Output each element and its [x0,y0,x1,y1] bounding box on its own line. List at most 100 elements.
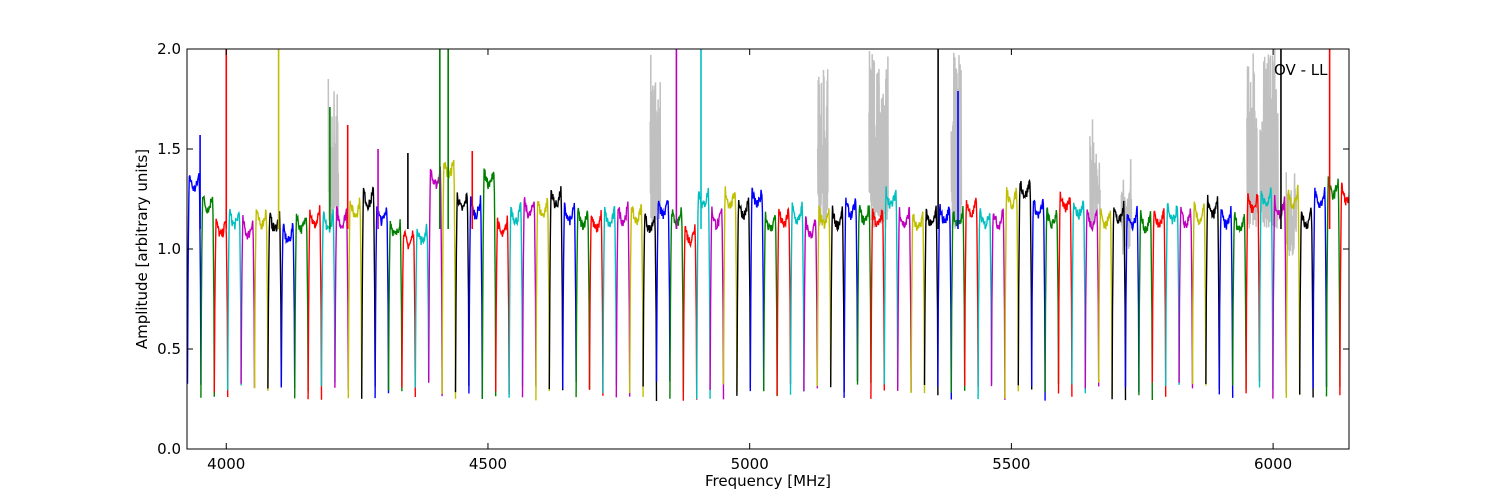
series-line-channel-45 [789,201,805,395]
series-line-channel-51 [870,208,885,399]
raw-burst-2 [816,69,829,229]
series-line-channel-83 [1299,207,1314,398]
series-line-channel-27 [548,186,564,391]
series-line-channel-3 [227,208,242,391]
series-line-channel-34 [642,213,658,402]
series-line-channel-65 [1057,191,1073,397]
series-line-channel-26 [535,197,550,401]
raw-burst-8 [1246,53,1258,229]
series-line-channel-43 [763,211,778,397]
series-line-channel-25 [521,197,537,398]
series-line-channel-13 [361,186,376,399]
series-line-channel-36 [669,207,684,399]
series-line-channel-47 [816,205,832,387]
series-line-channel-50 [856,205,872,385]
x-tick-label-1: 4500 [469,455,507,473]
annotation-label: OV - LL [1274,61,1328,79]
series-line-channel-14 [374,206,390,399]
series-layer [187,159,1380,402]
series-line-channel-33 [629,204,644,398]
raw-burst-6 [1089,119,1101,229]
series-line-channel-17 [414,223,430,388]
y-tick-label-0: 0.0 [157,440,181,458]
series-line-channel-54 [910,211,926,394]
axis-layer: 4000 4500 5000 5500 6000 0.0 0.5 1.0 1.5 2.0 [157,40,1349,473]
series-line-channel-66 [1071,200,1086,394]
series-line-channel-62 [1017,178,1033,390]
series-line-channel-63 [1031,198,1046,401]
series-line-channel-24 [508,202,524,398]
x-tick-label-2: 5000 [731,455,769,473]
series-line-channel-42 [749,187,765,392]
series-line-channel-44 [776,206,792,396]
y-tick-label-3: 1.5 [157,140,181,158]
series-line-channel-75 [1191,201,1207,386]
series-line-channel-67 [1084,208,1100,389]
y-axis-label: Amplitude [arbitrary units] [133,149,151,349]
series-line-channel-86 [1339,182,1349,396]
series-line-channel-29 [575,207,591,398]
y-tick-label-2: 1.0 [157,240,181,258]
series-line-channel-88 [1367,209,1380,399]
series-line-channel-16 [401,229,416,398]
series-line-channel-55 [923,205,939,396]
series-line-channel-79 [1245,193,1261,394]
series-line-channel-20 [454,192,470,393]
series-line-channel-72 [1151,208,1167,397]
series-line-channel-48 [830,205,845,392]
series-line-channel-41 [736,197,751,396]
raw-burst-10 [1267,49,1279,229]
series-line-channel-9 [307,205,323,400]
series-line-channel-57 [950,205,966,393]
series-line-channel-4 [240,215,256,388]
series-line-channel-68 [1098,208,1113,397]
series-line-channel-61 [1004,187,1019,399]
series-line-channel-37 [682,224,698,401]
series-line-channel-85 [1325,176,1341,397]
raw-burst-1 [649,54,662,227]
series-line-channel-22 [481,168,497,400]
series-line-channel-74 [1178,206,1194,389]
series-line-channel-69 [1111,200,1127,401]
series-line-channel-46 [803,216,818,392]
series-line-channel-12 [347,197,363,399]
series-line-channel-1 [200,194,215,398]
series-line-channel-2 [213,218,229,398]
series-line-channel-11 [334,206,349,391]
x-tick-label-3: 5500 [992,455,1030,473]
series-line-channel-40 [722,186,738,392]
x-axis-label: Frequency [MHz] [705,472,831,490]
series-line-channel-87 [1353,195,1366,401]
series-line-channel-31 [602,205,617,394]
series-line-channel-58 [964,197,979,387]
x-tick-label-0: 4000 [207,455,245,473]
series-line-channel-49 [843,197,859,398]
series-line-channel-56 [937,203,952,400]
series-line-channel-82 [1285,184,1301,398]
series-line-channel-23 [495,215,510,394]
spike-layer [199,49,1331,229]
series-line-channel-5 [253,209,269,391]
series-line-channel-28 [562,202,577,389]
series-line-channel-78 [1232,212,1247,390]
series-line-channel-10 [320,209,336,387]
series-line-channel-39 [709,206,725,400]
series-line-channel-15 [387,219,403,392]
series-line-channel-6 [267,211,282,389]
series-line-channel-77 [1218,205,1234,398]
series-line-channel-60 [990,208,1006,400]
series-line-channel-80 [1258,187,1274,390]
series-line-channel-38 [696,187,711,400]
series-line-channel-64 [1044,207,1060,393]
series-line-channel-0 [187,173,202,385]
y-tick-label-1: 0.5 [157,340,181,358]
series-line-channel-21 [468,195,483,399]
series-line-channel-81 [1272,194,1287,399]
series-line-channel-7 [280,222,296,389]
y-tick-label-4: 2.0 [157,40,181,58]
series-line-channel-35 [655,200,671,382]
x-tick-label-4: 6000 [1254,455,1292,473]
series-line-channel-73 [1165,202,1180,387]
